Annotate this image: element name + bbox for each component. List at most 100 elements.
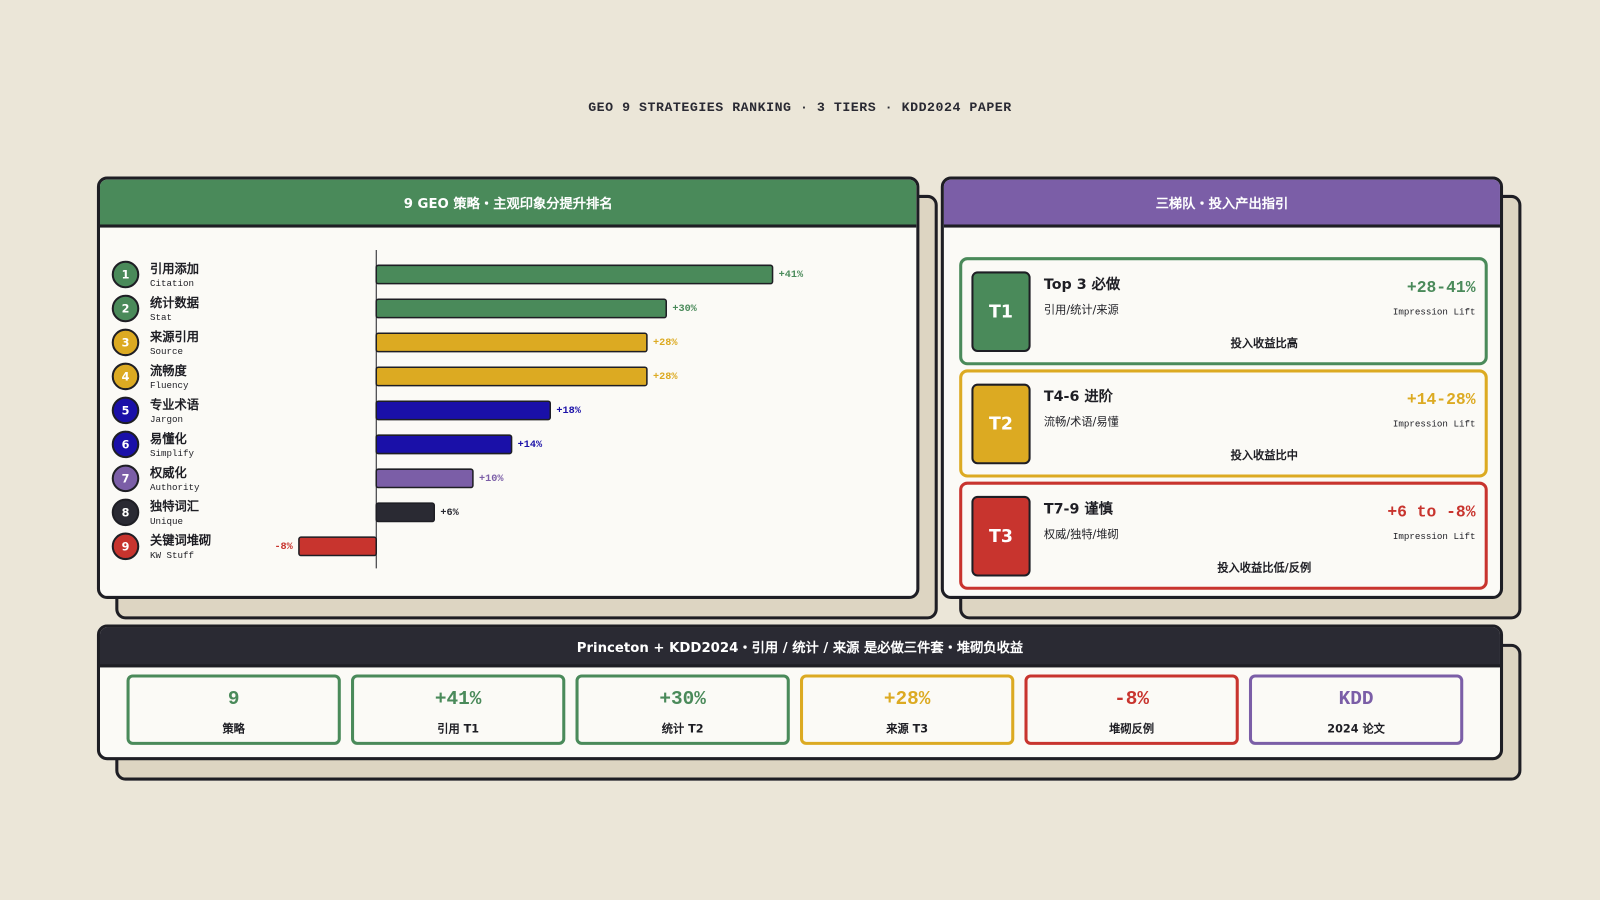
summary-panel: Princeton + KDD2024・引用 / 统计 / 来源 是必做三件套・… [96,624,1504,761]
category-label: 专业术语 [150,397,199,412]
category-subtitle: KW Stuff [150,550,194,561]
tier-title: T7-9 谨慎 [1043,501,1113,518]
rank-number: 3 [122,336,130,349]
rank-badge [111,464,140,493]
stat-value: KDD [1338,687,1374,711]
rank-badge [111,430,140,459]
value-label: +14% [518,440,543,451]
stat-card: +30% 统计 T2 [575,674,790,745]
value-label: +41% [779,270,804,281]
rank-badge [111,532,140,561]
tier-lift: +14-28% [1406,390,1476,410]
rank-badge [111,396,140,425]
tier-badge: T2 [971,383,1031,465]
value-label: +28% [653,338,678,349]
rank-number: 1 [122,269,130,282]
stat-label: 来源 T3 [886,722,929,736]
category-subtitle: Authority [150,482,200,493]
tier-title: T4-6 进阶 [1043,388,1113,406]
panel-header: Princeton + KDD2024・引用 / 统计 / 来源 是必做三件套・… [99,627,1500,668]
panel-header: 三梯队・投入产出指引 [943,179,1500,228]
rank-number: 9 [122,540,130,553]
tier-members: 权威/独特/堆砌 [1043,527,1119,541]
bar [375,264,774,285]
rank-number: 7 [122,472,130,485]
stat-label: 统计 T2 [661,722,704,736]
stat-label: 堆砌反例 [1109,722,1155,736]
value-label: +6% [440,508,459,519]
tier-title: Top 3 必做 [1043,276,1121,293]
category-subtitle: Unique [150,516,183,527]
tier-lift-label: Impression Lift [1392,531,1476,542]
category-label: 流畅度 [150,363,187,378]
rank-number: 6 [122,438,130,451]
stat-value: 9 [227,687,240,711]
rank-badge [111,362,140,391]
bar [375,298,667,319]
rank-number: 5 [122,404,130,417]
category-label: 独特词汇 [149,499,199,514]
tier-lift: +6 to -8% [1387,503,1476,522]
category-label: 来源引用 [149,329,199,344]
bar [375,366,648,387]
category-label: 权威化 [149,465,187,480]
stat-card: -8% 堆砌反例 [1024,674,1239,745]
category-subtitle: Jargon [150,414,183,425]
category-subtitle: Simplify [150,448,195,459]
rank-number: 8 [122,506,130,519]
stat-card: +41% 引用 T1 [351,674,566,745]
bar [375,332,648,353]
value-label: +30% [672,304,697,315]
value-label: +28% [653,372,678,383]
stat-value: -8% [1114,687,1150,711]
category-subtitle: Source [150,346,183,357]
stat-label: 引用 T1 [437,722,480,736]
category-subtitle: Citation [150,278,194,289]
tier-lift-label: Impression Lift [1392,419,1476,430]
rank-badge [111,328,140,357]
stat-card: KDD 2024 论文 [1248,674,1464,745]
value-label: +10% [479,474,504,485]
category-label: 关键词堆砌 [150,533,211,548]
tiers-panel: 三梯队・投入产出指引 T1 Top 3 必做 引用/统计/来源 投入收益比高 +28-4… [940,176,1504,599]
bar-chart: 1 引用添加 Citation +41% 2 统计数据 Stat +30% 3 来源引用 Sourc… [111,249,804,569]
stat-card: +28% 来源 T3 [799,674,1015,745]
bar [298,536,378,557]
stat-value: +30% [659,687,706,711]
category-subtitle: Stat [150,312,172,323]
rank-badge [111,498,140,527]
category-label: 统计数据 [150,295,199,310]
stat-label: 2024 论文 [1327,722,1385,736]
tier-badge: T1 [971,271,1031,353]
bar [375,400,552,421]
rank-number: 4 [122,370,130,383]
value-label: -8% [274,542,293,553]
tier-card: T1 Top 3 必做 引用/统计/来源 投入收益比高 +28-41% Impressio… [959,257,1488,366]
tier-badge: T3 [971,495,1031,577]
tier-lift-label: Impression Lift [1392,307,1476,318]
rank-number: 2 [122,302,130,315]
stat-value: +28% [883,687,931,711]
stat-value: +41% [434,687,482,711]
category-subtitle: Fluency [150,380,189,391]
tier-members: 流畅/术语/易懂 [1043,415,1119,429]
tier-card: T3 T7-9 谨慎 权威/独特/堆砌 投入收益比低/反例 +6 to -8% Impre… [959,481,1488,590]
tier-lift: +28-41% [1406,278,1476,297]
value-label: +18% [556,406,581,417]
category-label: 易懂化 [150,431,187,446]
rank-badge [111,294,140,323]
bar [375,434,513,455]
rank-badge [111,260,140,289]
ranking-panel: 9 GEO 策略・主观印象分提升排名 1 引用添加 Citation +41% 2 统计数… [96,176,920,599]
category-label: 引用添加 [150,261,199,276]
tier-members: 引用/统计/来源 [1043,303,1119,317]
stat-label: 策略 [222,722,245,736]
tier-note: 投入收益比中 [1230,448,1298,463]
bar [375,468,474,489]
stat-card: 9 策略 [126,674,341,745]
tier-card: T2 T4-6 进阶流畅/术语/易懂投入收益比中 +14-28% Impression… [959,369,1488,478]
page-title: GEO 9 STRATEGIES RANKING · 3 TIERS · KDD… [588,99,1012,116]
bar [375,502,436,523]
